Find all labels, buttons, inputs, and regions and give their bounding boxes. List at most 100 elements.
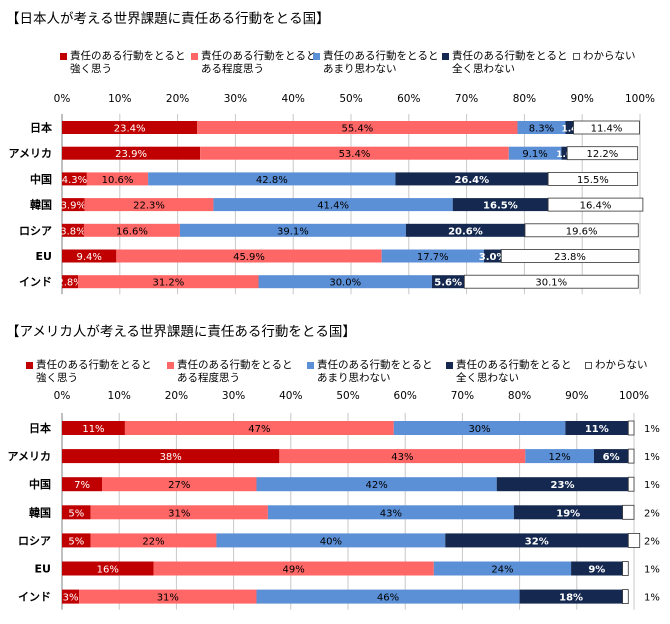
data-label: 20.6% [448,226,483,237]
bar-segment [62,561,154,576]
data-label: 1% [644,424,660,435]
legend-label-line1: 責任のある行動をとると [201,50,317,62]
legend-label-line1: 責任のある行動をとると [452,50,568,62]
data-label: 23% [551,480,575,491]
data-label: 19.6% [566,226,598,237]
bar-segment [62,477,103,492]
data-label: 31% [168,508,190,519]
legend-label-line1: 責任のある行動をとると [323,50,439,62]
data-label: 40% [320,536,342,547]
legend-label-line2: 強く思う [70,63,112,75]
x-tick-label: 20% [166,93,189,105]
legend-label-line1: 責任のある行動をとると [70,50,186,62]
x-tick-label: 60% [397,93,420,105]
bar-segment [197,121,518,134]
data-label: 1% [644,593,660,604]
data-label: 46% [377,593,399,604]
bar-segment [90,505,268,520]
data-label: 1% [644,452,660,463]
data-label: 22% [142,536,164,547]
data-label: 12% [549,452,571,463]
data-label: 2% [644,536,660,547]
bar-segment [381,249,484,263]
data-label: 7% [74,480,90,491]
data-label: 1% [644,565,660,576]
data-label: 2.8% [57,278,82,289]
x-tick-label: 90% [565,390,588,402]
bar-segment [62,533,91,548]
category-label: 中国 [29,477,51,491]
data-label: 3.8% [60,226,85,237]
chart-title: 【アメリカ人が考える世界課題に責任ある行動をとる国】 [6,324,356,340]
category-label: 日本 [29,421,51,435]
legend-label-line1: 責任のある行動をとると [456,359,572,371]
bar-segment [62,223,84,237]
bar-segment [508,146,562,160]
bar-segment [483,249,502,263]
category-label: EU [36,250,52,263]
data-label: 18% [559,593,583,604]
data-label: 49% [283,565,305,576]
legend-label-line1: わからない [583,50,636,62]
legend-swatch [573,53,580,60]
bar-segment [565,121,574,134]
x-tick-label: 0% [54,390,71,402]
japan-survey-chart: 【日本人が考える世界課題に責任ある行動をとる国】 責任のある行動をとると 強く思う… [0,0,670,310]
data-label: 11% [82,424,104,435]
bar-segment [571,561,623,576]
bar-segment [496,477,629,492]
category-label: ロシア [18,534,51,547]
bar-segment [593,449,629,464]
data-label: 16.6% [116,226,148,237]
bar-segment [116,249,382,263]
x-tick-label: 30% [222,390,245,402]
bar-segment [84,198,214,212]
data-label: 9% [588,565,605,576]
data-label: 1.4 [562,125,578,135]
legend-label-line1: 責任のある行動をとると [36,359,152,371]
x-tick-label: 80% [513,93,536,105]
data-label: 43% [380,508,402,519]
bar-segment [62,146,201,160]
bar-segment [463,274,639,289]
bar-segment [62,249,117,263]
bar-segment [452,198,549,212]
data-label: 26.4% [454,175,489,186]
category-label: 中国 [30,172,52,186]
data-label: 27% [168,480,190,491]
data-label: 5.6% [434,278,462,289]
bar-segment [524,223,639,238]
bar-segment [627,476,635,492]
x-tick-label: 20% [165,390,188,402]
data-label: 39.1% [277,226,309,237]
bar-segment [547,197,644,212]
x-tick-label: 100% [619,390,649,402]
data-label: 9.1% [522,149,547,160]
data-label: 30% [468,424,490,435]
data-label: 53.4% [339,149,371,160]
bar-segment [79,589,257,604]
category-label: 韓国 [30,198,52,212]
legend-label-line2: 全く思わない [452,63,515,75]
legend-label-line2: 強く思う [36,372,78,384]
chart-title: 【日本人が考える世界課題に責任ある行動をとる国】 [6,11,330,27]
bar-segment [565,421,629,435]
bar-segment [62,198,85,212]
bar-segment [62,172,87,186]
bar-segment [547,171,639,186]
legend-swatch [313,53,320,60]
data-label: 1% [644,480,660,491]
bar-segment [573,120,640,135]
legend-swatch [191,53,198,60]
data-label: 30.1% [535,278,567,289]
bar-segment [525,449,594,464]
x-tick-label: 0% [54,93,71,105]
bar-segment [395,172,549,186]
x-tick-label: 70% [455,93,478,105]
legend-label-line2: あまり思わない [317,372,391,384]
data-label: 55.4% [341,124,373,135]
bar-segment [622,589,629,605]
data-label: 24% [491,565,513,576]
legend-swatch [446,362,453,369]
data-label: 30.0% [329,278,361,289]
